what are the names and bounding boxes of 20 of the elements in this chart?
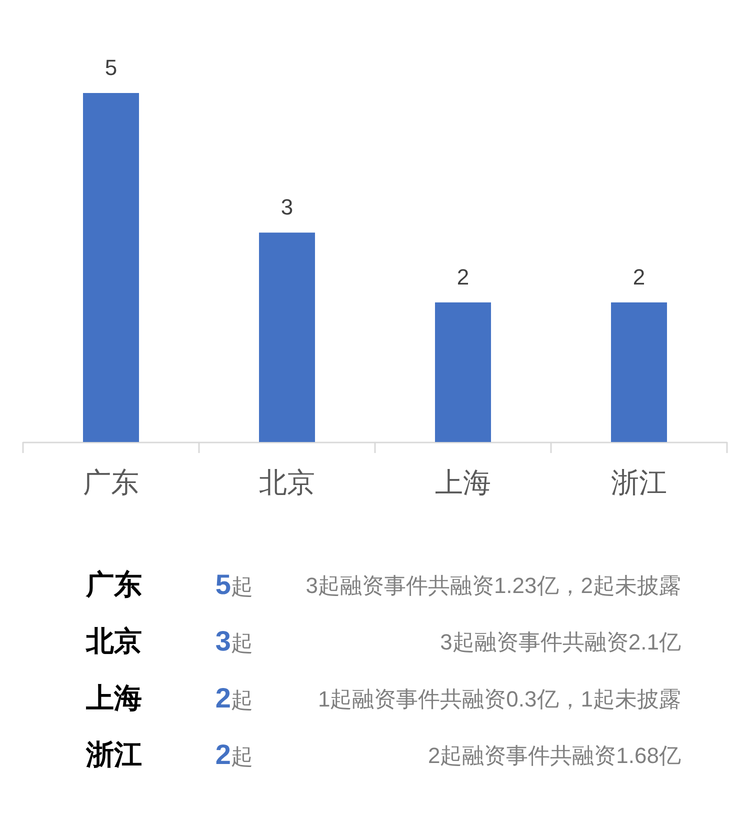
table-count: 2起 [215,682,253,714]
data-label: 3 [280,194,294,220]
table-name: 浙江 [86,739,142,770]
x-tick-label: 上海 [435,467,491,498]
table-name: 广东 [86,569,142,600]
data-label: 2 [632,264,646,290]
table-count: 3起 [215,626,253,657]
data-label: 5 [104,55,118,80]
table-note: 3起融资事件共融资1.23亿，2起未披露 [306,573,681,598]
table-count: 2起 [215,739,253,770]
table-note: 3起融资事件共融资2.1亿 [440,630,681,655]
x-tick-label: 广东 [83,467,139,498]
table-name: 北京 [86,626,142,657]
x-tick-label: 浙江 [611,467,667,498]
x-tick-label: 北京 [259,467,315,498]
table-note: 1起融资事件共融资0.3亿，1起未披露 [318,686,681,712]
table-name: 上海 [86,682,142,714]
table-count: 5起 [215,569,253,600]
data-label: 2 [456,264,470,290]
table-note: 2起融资事件共融资1.68亿 [428,743,681,768]
